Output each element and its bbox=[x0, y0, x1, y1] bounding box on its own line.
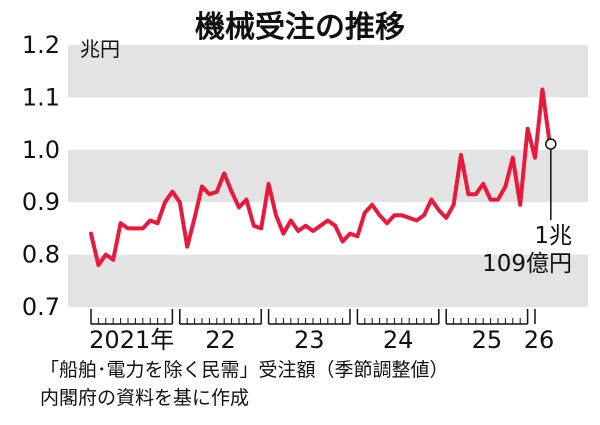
y-axis-ticks: 1.2 1.1 1.0 0.9 0.8 0.7 bbox=[22, 31, 60, 321]
grid-band bbox=[68, 254, 588, 307]
grid-bands bbox=[68, 45, 588, 307]
year-label: 26 bbox=[524, 326, 555, 354]
y-tick-label: 0.8 bbox=[22, 241, 60, 269]
x-axis: 2021年 22 23 24 25 26 bbox=[89, 309, 554, 354]
unit-label: 兆円 bbox=[80, 37, 120, 61]
source-note-line1: 「船舶･電力を除く民需」受注額（季節調整値） bbox=[40, 359, 449, 381]
source-note-line2: 内閣府の資料を基に作成 bbox=[40, 387, 250, 409]
y-tick-label: 1.0 bbox=[22, 136, 60, 164]
year-label: 22 bbox=[205, 326, 236, 354]
y-tick-label: 0.9 bbox=[22, 188, 60, 216]
year-label: 23 bbox=[294, 326, 325, 354]
year-label: 24 bbox=[383, 326, 414, 354]
chart-title: 機械受注の推移 bbox=[195, 10, 405, 45]
grid-band bbox=[68, 45, 588, 98]
annotation-marker bbox=[545, 138, 557, 150]
y-tick-label: 1.1 bbox=[22, 83, 60, 111]
series-line bbox=[89, 87, 552, 268]
year-label: 2021年 bbox=[89, 326, 174, 354]
annotation-line2: 109億円 bbox=[482, 251, 572, 277]
annotation-line1: 1兆 bbox=[534, 223, 572, 249]
y-tick-label: 0.7 bbox=[22, 293, 60, 321]
y-tick-label: 1.2 bbox=[22, 31, 60, 59]
year-label: 25 bbox=[472, 326, 503, 354]
